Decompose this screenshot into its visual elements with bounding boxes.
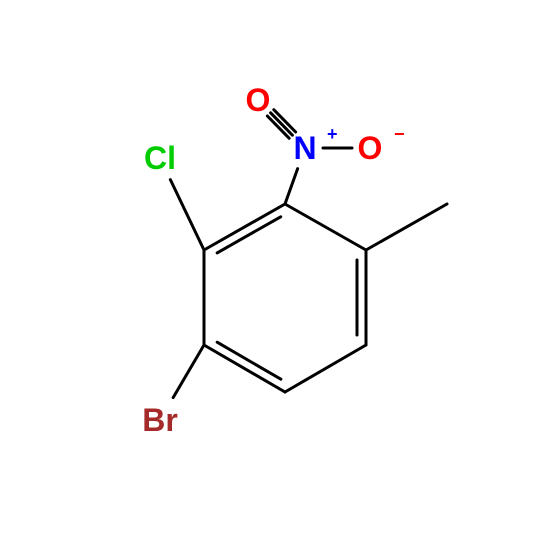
molecule-diagram: N+OO−ClBr xyxy=(0,0,533,533)
o-atom-label: O xyxy=(246,82,271,118)
o-charge: − xyxy=(394,124,405,144)
n-charge: + xyxy=(327,124,338,144)
br-atom-label: Br xyxy=(142,402,178,438)
n-atom-label: N xyxy=(293,130,316,166)
cl-atom-label: Cl xyxy=(144,140,176,176)
o-atom-label: O xyxy=(358,130,383,166)
